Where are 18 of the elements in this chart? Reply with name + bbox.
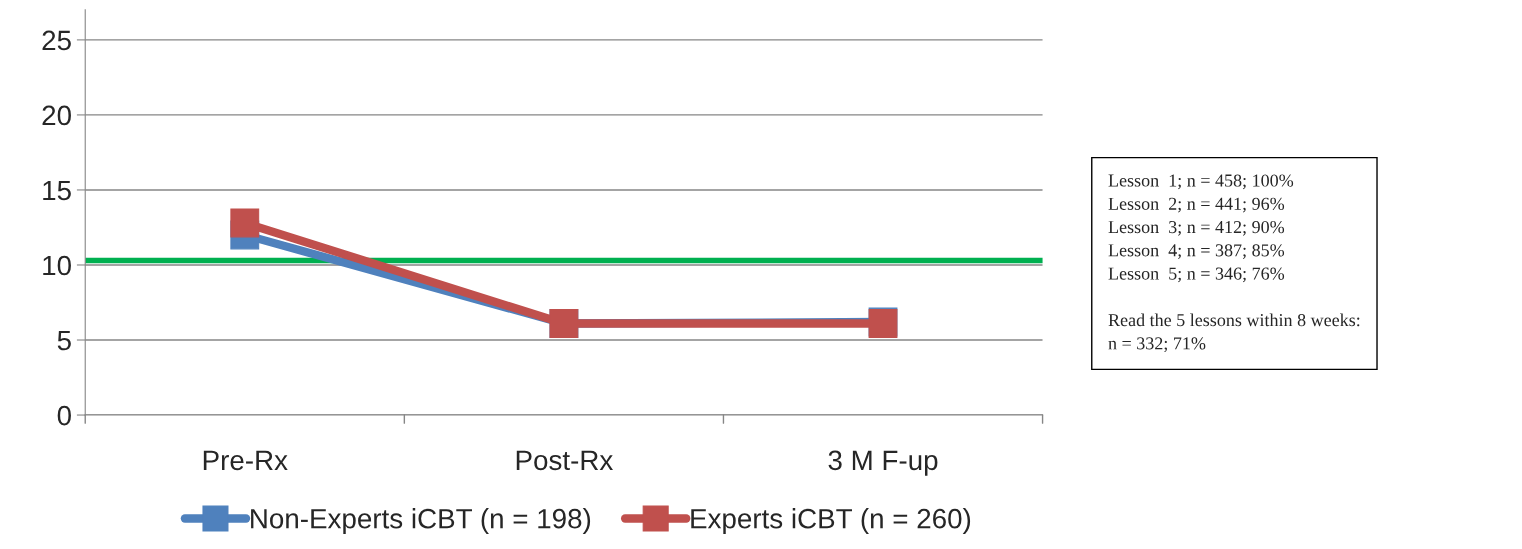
text: Lesson 5; n = 346; 76% bbox=[1108, 267, 1285, 283]
x-tick-label: 3 M F-up bbox=[828, 450, 938, 476]
y-tick-label: 5 bbox=[57, 330, 71, 351]
legend-label: Experts iCBT (n = 260) bbox=[691, 508, 971, 535]
y-tick-label: 0 bbox=[57, 405, 71, 426]
text: Lesson 2; n = 441; 96% bbox=[1108, 197, 1285, 213]
text: Lesson 1; n = 458; 100% bbox=[1108, 174, 1294, 190]
y-tick-label: 15 bbox=[43, 180, 71, 201]
text: Lesson 3; n = 412; 90% bbox=[1108, 220, 1285, 236]
text: Lesson 4; n = 387; 85% bbox=[1108, 244, 1285, 260]
legend-label: Non-Experts iCBT (n = 198) bbox=[251, 508, 591, 535]
y-tick-label: 25 bbox=[42, 30, 71, 51]
y-tick-label: 20 bbox=[42, 105, 71, 126]
x-tick-label: Pre-Rx bbox=[203, 450, 288, 471]
point bbox=[230, 208, 260, 238]
text: Read the 5 lessons within 8 weeks: n = 332; 71% bbox=[1108, 313, 1360, 353]
y-tick-label: 10 bbox=[43, 255, 71, 276]
x-tick-label: Post-Rx bbox=[516, 450, 613, 471]
